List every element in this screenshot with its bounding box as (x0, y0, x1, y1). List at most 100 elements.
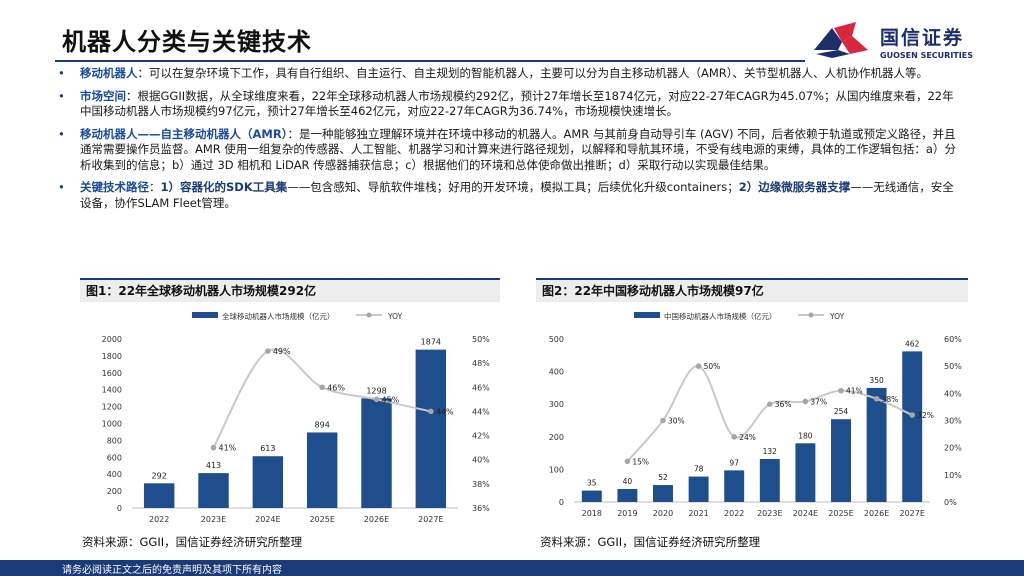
yoy-marker (265, 348, 271, 354)
bar-value-label: 35 (587, 479, 597, 488)
yoy-value-label: 38% (882, 395, 899, 404)
legend-line-marker (366, 312, 372, 318)
yoy-value-label: 41% (219, 444, 237, 453)
bar (795, 443, 816, 502)
x-tick-label: 2023E (201, 515, 226, 524)
y-tick-label: 1600 (102, 369, 122, 378)
y2-tick-label: 10% (944, 471, 962, 480)
bar-value-label: 254 (834, 407, 849, 416)
bar (306, 432, 338, 508)
yoy-line (626, 365, 913, 462)
yoy-value-label: 32% (917, 411, 934, 420)
y-tick-label: 500 (549, 335, 564, 344)
bar (617, 488, 638, 502)
bullet-text: 可以在复杂环境下工作，具有自行组织、自主运行、自主规划的智能机器人，主要可以分为… (149, 66, 929, 80)
y2-tick-label: 30% (944, 417, 962, 426)
bullet-sep: ： (287, 126, 299, 141)
company-logo: 国信证券 GUOSEN SECURITIES (812, 20, 992, 68)
yoy-marker (695, 363, 702, 369)
yoy-value-label: 50% (704, 362, 721, 371)
yoy-line (212, 348, 432, 449)
y-tick-label: 200 (549, 433, 564, 442)
yoy-value-label: 30% (668, 417, 685, 426)
title-underline (55, 60, 805, 62)
bar (653, 485, 673, 502)
logo-text-cn: 国信证券 (880, 27, 965, 49)
y-tick-label: 1400 (102, 386, 122, 395)
bar-value-label: 1874 (421, 338, 441, 347)
x-tick-label: 2024E (255, 515, 280, 524)
bullet-sep: ： (149, 180, 161, 194)
bar-value-label: 462 (905, 339, 920, 348)
bar-value-label: 40 (623, 477, 633, 486)
yoy-marker (624, 458, 631, 465)
y-tick-label: 1800 (102, 352, 122, 361)
y-tick-label: 200 (107, 487, 122, 496)
bullet-mobile-robot: • 移动机器人：可以在复杂环境下工作，具有自行组织、自主运行、自主规划的智能机器… (58, 66, 963, 82)
y-tick-label: 600 (107, 453, 122, 462)
bullet-dot-icon: • (58, 180, 65, 194)
legend-line-label: YOY (829, 312, 845, 321)
bar (198, 473, 229, 508)
bar (831, 419, 851, 502)
bullet-lead: 移动机器人 (80, 66, 138, 80)
y2-tick-label: 44% (472, 407, 490, 416)
bullet-key-tech: • 关键技术路径：1）容器化的SDK工具集——包含感知、导航软件堆栈；好用的开发… (58, 180, 963, 211)
yoy-marker (767, 401, 773, 407)
yoy-marker (319, 384, 325, 391)
figure1-source: 资料来源：GGII，国信证券经济研究所整理 (82, 535, 303, 549)
yoy-marker (731, 434, 737, 440)
x-tick-label: 2023E (757, 509, 782, 518)
yoy-value-label: 36% (775, 400, 792, 409)
bullet-lead: 市场空间 (80, 88, 126, 103)
bar (415, 349, 447, 508)
bullet-lead: 关键技术路径 (80, 180, 149, 194)
yoy-value-label: 44% (436, 407, 454, 416)
bullet-text: 根据GGII数据，从全球维度来看，22年全球移动机器人市场规模约292亿，预计2… (80, 88, 954, 119)
yoy-marker (909, 412, 915, 418)
logo-text-en: GUOSEN SECURITIES (880, 51, 973, 60)
bullet-list: • 移动机器人：可以在复杂环境下工作，具有自行组织、自主运行、自主规划的智能机器… (58, 66, 963, 218)
y2-tick-label: 0% (944, 498, 957, 507)
yoy-value-label: 45% (382, 395, 400, 404)
y2-tick-label: 36% (472, 504, 490, 513)
yoy-marker (210, 444, 217, 451)
legend-bar-swatch (634, 312, 660, 318)
x-tick-label: 2025E (828, 509, 853, 518)
legend-bar-swatch (192, 312, 218, 318)
y-tick-label: 400 (549, 368, 564, 377)
y2-tick-label: 50% (944, 362, 962, 371)
bullet-sep: ： (137, 66, 150, 80)
legend-bar-label: 中国移动机器人市场规模（亿元） (664, 311, 777, 321)
bar-value-label: 613 (260, 444, 275, 453)
bar (902, 351, 923, 502)
bar-value-label: 413 (206, 461, 221, 470)
y2-tick-label: 40% (944, 389, 962, 398)
bullet-amr: • 移动机器人——自主移动机器人（AMR）：是一种能够独立理解环境并在环境中移动… (58, 127, 963, 174)
y-tick-label: 2000 (102, 335, 122, 344)
bullet-dot-icon: • (58, 88, 65, 103)
global-market-chart: 全球移动机器人市场规模（亿元） YOY 0 200 400 600 800 1000 1200 1… (102, 311, 491, 524)
figure1-title: 图1：22年全球移动机器人市场规模292亿 (80, 278, 500, 302)
x-tick-label: 2021 (688, 509, 708, 518)
legend-line-marker (808, 312, 814, 318)
y2-tick-label: 38% (472, 480, 490, 489)
y2-tick-label: 48% (472, 359, 490, 368)
bar-value-label: 78 (694, 465, 704, 474)
y-tick-label: 0 (117, 504, 122, 513)
yoy-marker (873, 395, 880, 402)
x-tick-label: 2027E (899, 509, 924, 518)
figure2-title: 图2：22年中国移动机器人市场规模97亿 (536, 278, 968, 302)
y-tick-label: 1200 (102, 403, 122, 412)
bar-value-label: 1298 (366, 386, 386, 395)
y-tick-label: 100 (549, 465, 564, 474)
y2-tick-label: 20% (944, 444, 962, 453)
yoy-value-label: 24% (739, 433, 756, 442)
bullet-text: ——无线通信，安全设备，协作SLAM Fleet管理。 (80, 180, 954, 210)
x-tick-label: 2022 (724, 509, 744, 518)
x-tick-label: 2020 (653, 509, 673, 518)
bar-value-label: 180 (798, 431, 813, 440)
tech-highlight-edge: 2）边缘微服务器支撑 (738, 180, 851, 194)
bar (688, 476, 709, 502)
bar (724, 470, 745, 502)
